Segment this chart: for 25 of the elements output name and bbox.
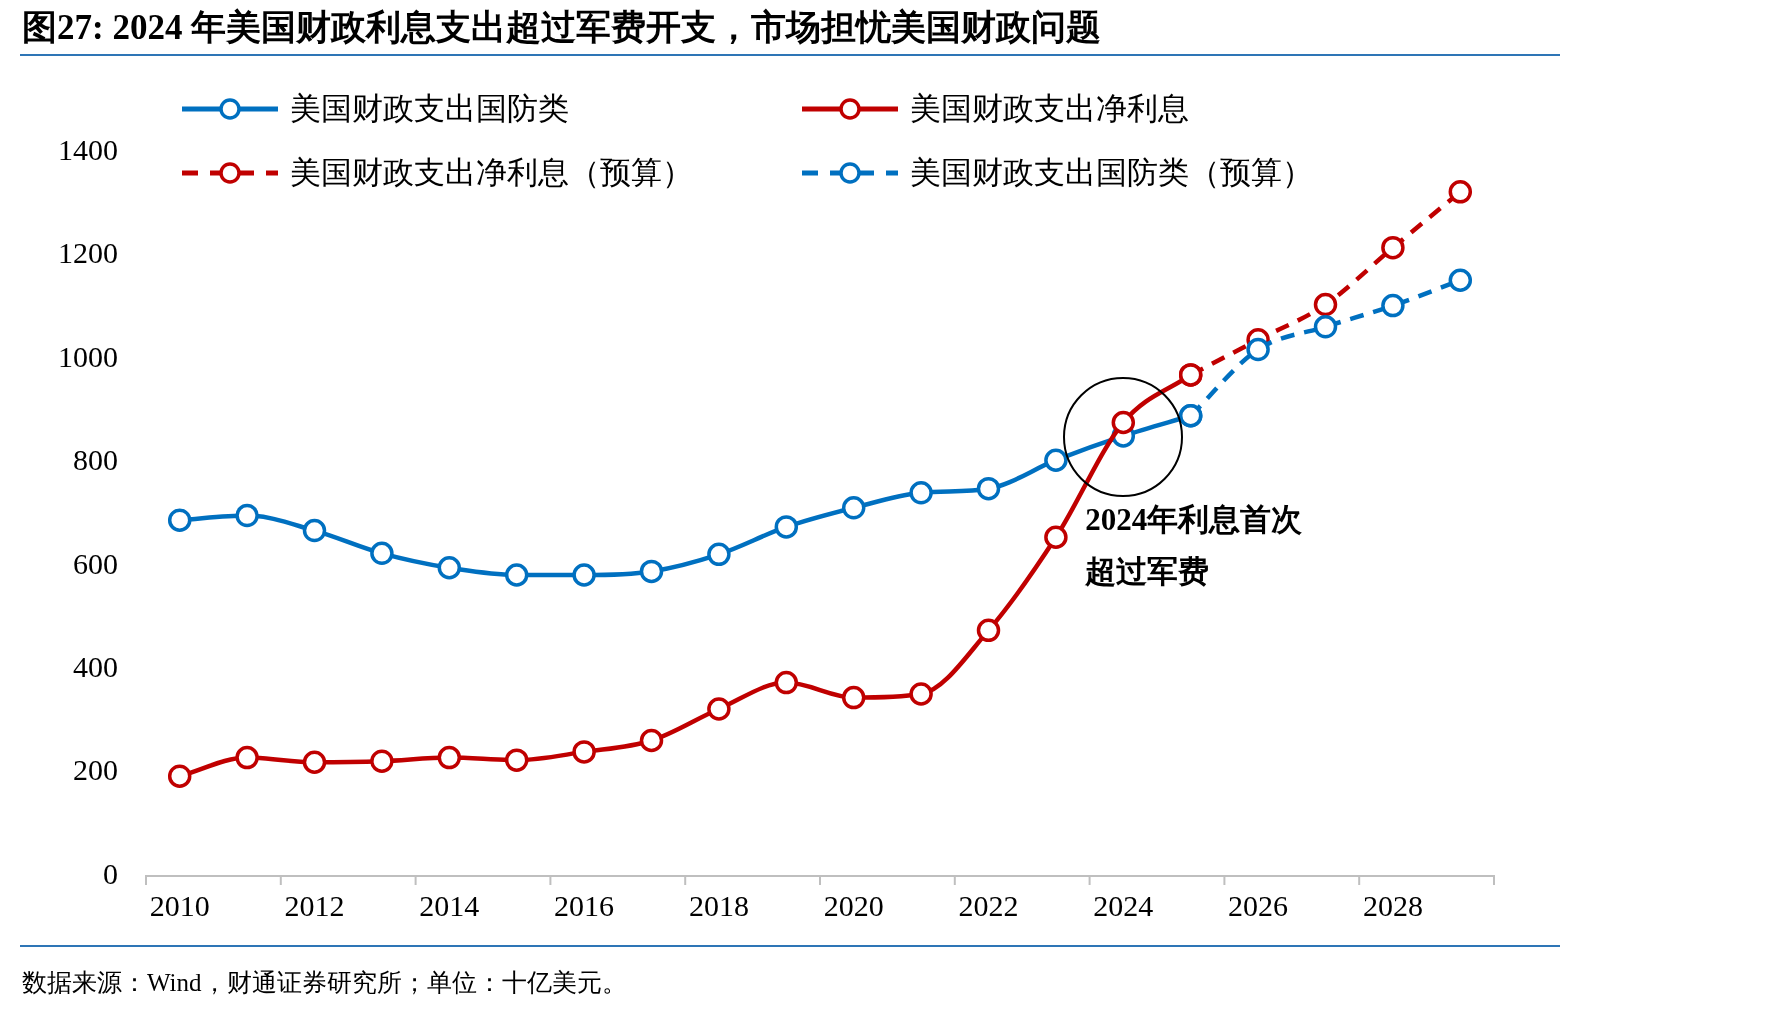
y-tick-label: 1200 (58, 236, 118, 270)
y-tick-label: 1000 (58, 339, 118, 373)
legend-label: 美国财政支出净利息（预算） (290, 154, 693, 192)
x-tick-label: 2020 (823, 888, 884, 922)
source-note: 数据来源：Wind，财通证券研究所；单位：十亿美元。 (22, 968, 627, 998)
legend-label: 美国财政支出净利息 (910, 90, 1189, 128)
x-tick-label: 2018 (688, 888, 749, 922)
y-tick-label: 0 (103, 856, 118, 890)
x-tick-label: 2024 (1093, 888, 1154, 922)
y-tick-label: 200 (73, 753, 118, 787)
x-tick-label: 2026 (1228, 888, 1289, 922)
legend-label: 美国财政支出国防类 (290, 90, 569, 128)
y-tick-label: 600 (73, 546, 118, 580)
x-tick-label: 2014 (419, 888, 480, 922)
x-tick-label: 2028 (1362, 888, 1423, 922)
annotation: 2024年利息首次超过军费 (1084, 501, 1303, 589)
chart-title: 图27: 2024 年美国财政利息支出超过军费开支，市场担忧美国财政问题 (22, 7, 1102, 49)
x-tick-label: 2016 (554, 888, 615, 922)
y-tick-label: 1400 (58, 132, 118, 166)
legend-label: 美国财政支出国防类（预算） (910, 154, 1313, 192)
y-tick-label: 400 (73, 650, 118, 684)
x-tick-label: 2010 (149, 888, 210, 922)
x-tick-label: 2012 (284, 888, 345, 922)
x-tick-label: 2022 (958, 888, 1019, 922)
y-tick-label: 800 (73, 443, 118, 477)
